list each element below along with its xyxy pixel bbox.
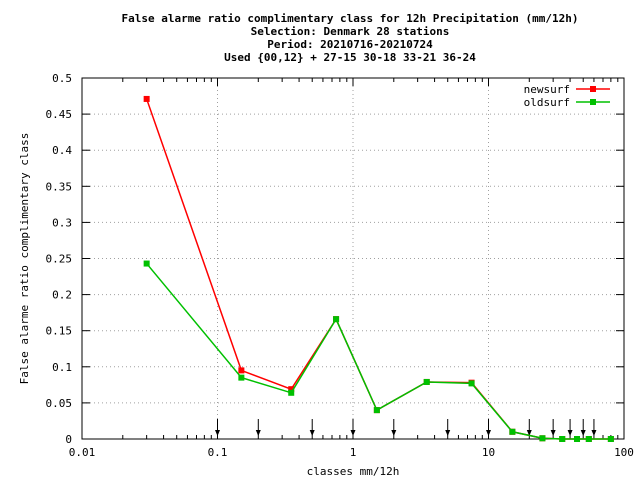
threshold-arrow-head — [350, 430, 356, 436]
y-axis-label: False alarme ratio complimentary class — [18, 133, 31, 385]
chart-title: False alarme ratio complimentary class f… — [122, 12, 579, 64]
data-point-oldsurf — [585, 436, 592, 442]
x-tick-label: 1 — [350, 446, 357, 459]
y-tick-label: 0.4 — [52, 144, 72, 157]
data-point-oldsurf — [468, 380, 475, 387]
data-point-oldsurf — [509, 428, 516, 435]
legend-label-newsurf: newsurf — [524, 83, 570, 96]
threshold-arrow-head — [255, 430, 261, 436]
threshold-arrow-head — [309, 430, 315, 436]
threshold-arrow-head — [445, 430, 451, 436]
series — [143, 95, 614, 442]
data-point-oldsurf — [559, 436, 566, 442]
threshold-arrows — [215, 419, 597, 436]
legend-marker-newsurf — [590, 86, 596, 92]
threshold-arrow-head — [550, 430, 556, 436]
y-tick-label: 0.35 — [46, 180, 73, 193]
x-tick-label: 10 — [482, 446, 495, 459]
x-tick-label: 100 — [614, 446, 634, 459]
y-tick-label: 0.25 — [46, 253, 73, 266]
legend-marker-oldsurf — [590, 99, 596, 105]
data-point-oldsurf — [539, 435, 546, 442]
threshold-arrow-head — [391, 430, 397, 436]
title-line: False alarme ratio complimentary class f… — [122, 12, 579, 25]
data-point-oldsurf — [238, 374, 245, 381]
y-tick-label: 0.05 — [46, 397, 73, 410]
axes: 0 0.05 0.1 0.15 0.2 0.25 0.3 0.35 0.4 0.45 0.5 0.01… — [46, 72, 634, 459]
data-point-oldsurf — [373, 407, 380, 414]
threshold-arrow-head — [486, 430, 491, 436]
legend-label-oldsurf: oldsurf — [524, 96, 570, 109]
title-line: Period: 20210716-20210724 — [267, 38, 433, 51]
y-tick-label: 0.1 — [52, 361, 72, 374]
y-tick-label: 0.3 — [52, 216, 72, 229]
x-tick-label: 0.1 — [208, 446, 228, 459]
data-point-oldsurf — [607, 436, 614, 442]
y-tick-label: 0 — [65, 433, 72, 446]
y-tick-label: 0.45 — [46, 108, 73, 121]
data-point-newsurf — [288, 386, 295, 393]
title-line: Selection: Denmark 28 stations — [251, 25, 450, 38]
data-point-oldsurf — [143, 260, 150, 267]
data-point-newsurf — [238, 367, 245, 374]
y-tick-label: 0.15 — [46, 325, 73, 338]
x-tick-label: 0.01 — [69, 446, 96, 459]
x-axis-label: classes mm/12h — [307, 465, 400, 478]
threshold-arrow-head — [567, 430, 573, 436]
y-tick-label: 0.2 — [52, 289, 72, 302]
data-point-oldsurf — [288, 389, 295, 396]
title-line: Used {00,12} + 27-15 30-18 33-21 36-24 — [224, 51, 476, 64]
threshold-arrow-head — [580, 430, 586, 436]
y-tick-label: 0.5 — [52, 72, 72, 85]
data-point-oldsurf — [333, 316, 340, 323]
threshold-arrow-head — [215, 430, 220, 436]
threshold-arrow-head — [526, 430, 532, 436]
grid — [82, 78, 624, 439]
data-point-newsurf — [143, 95, 150, 102]
data-point-oldsurf — [423, 378, 430, 385]
threshold-arrow-head — [591, 430, 597, 436]
data-point-oldsurf — [574, 436, 581, 442]
